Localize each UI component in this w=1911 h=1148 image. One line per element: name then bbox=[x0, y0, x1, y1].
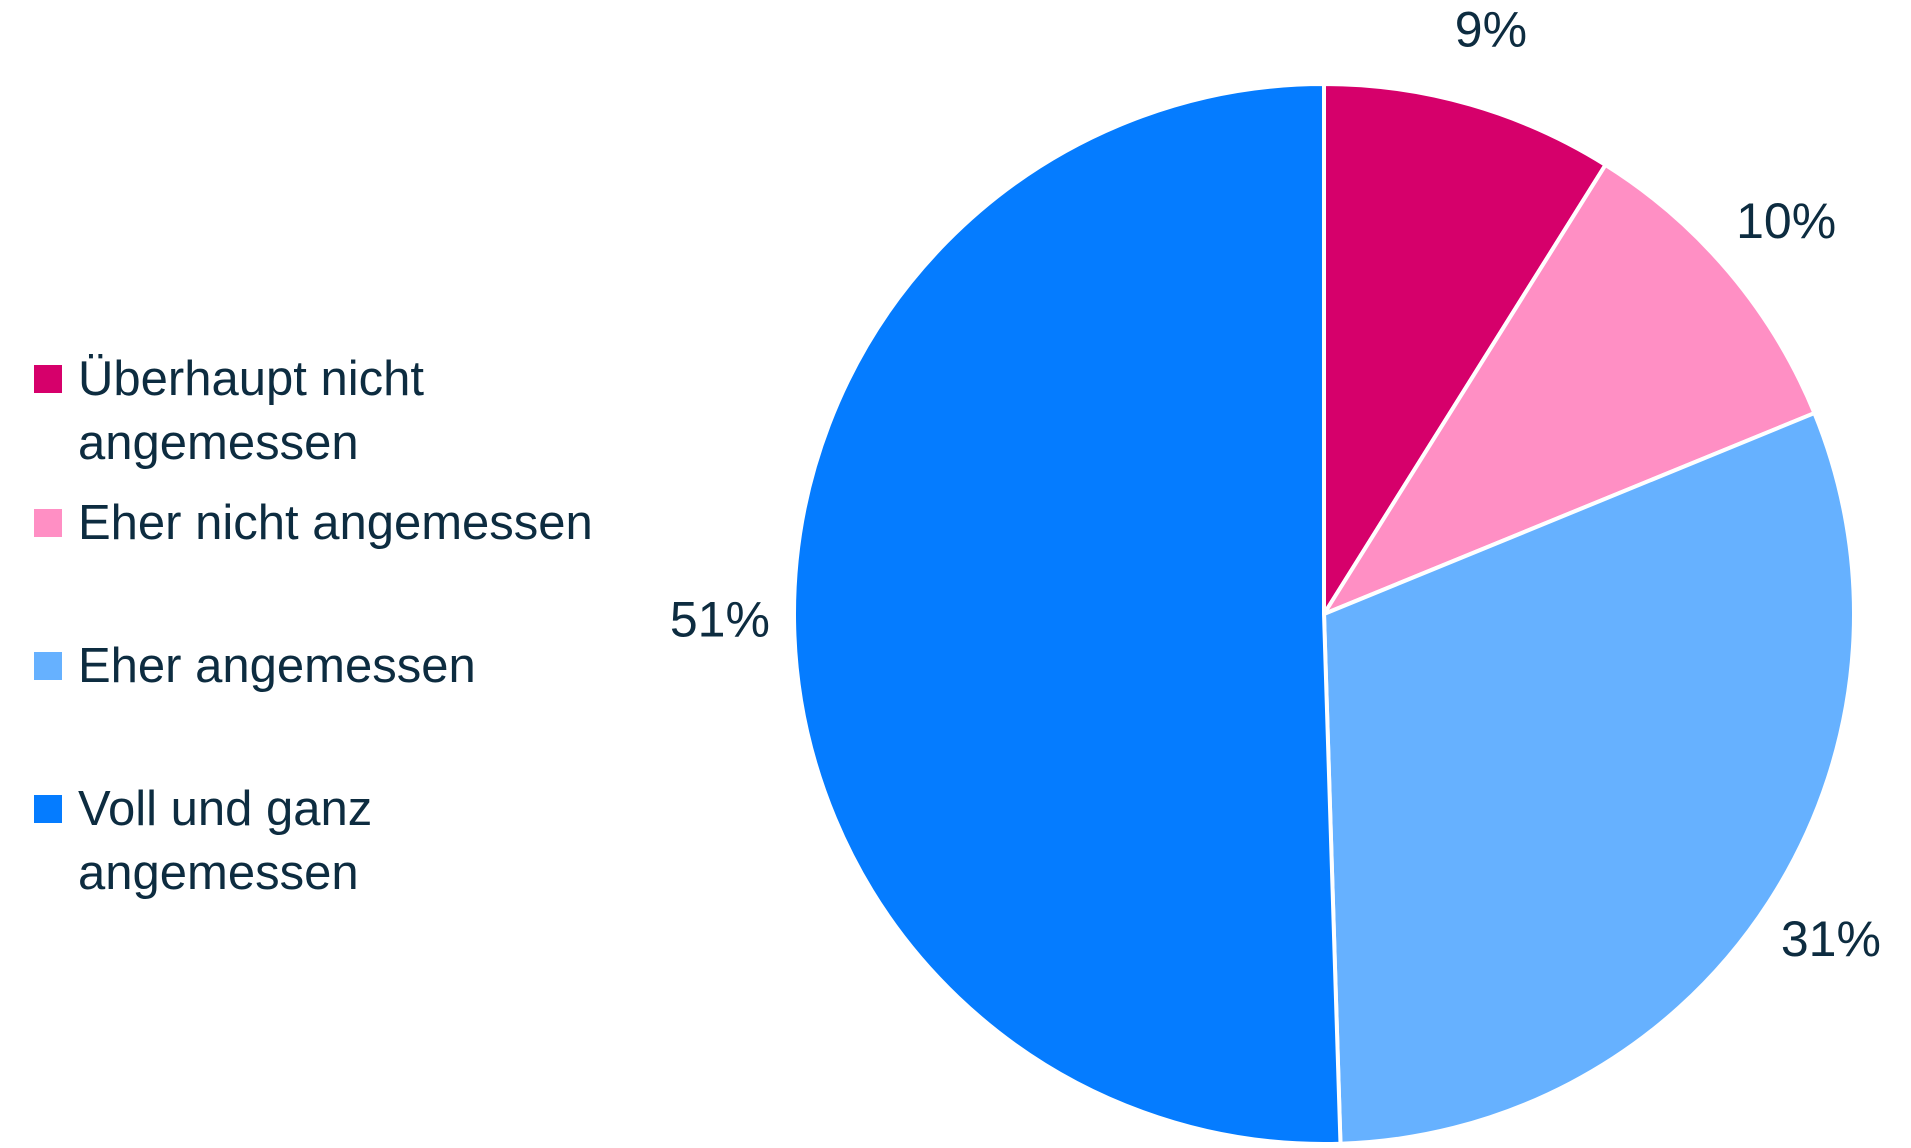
legend-label: Eher angemessen bbox=[78, 639, 476, 693]
pie-slice bbox=[1319, 162, 1818, 619]
pie-slice bbox=[1321, 410, 1856, 1146]
pie-slice bbox=[1322, 81, 1609, 621]
data-label: 31% bbox=[1781, 911, 1881, 967]
legend-label: Eher nicht angemessen bbox=[78, 496, 593, 550]
legend-swatch bbox=[34, 509, 62, 537]
data-label: 51% bbox=[670, 592, 770, 648]
pie-slice bbox=[791, 81, 1343, 1146]
legend-item: Überhaupt nicht angemessen bbox=[34, 347, 674, 475]
data-label: 10% bbox=[1736, 193, 1836, 249]
legend-item: Eher nicht angemessen bbox=[34, 491, 674, 555]
legend-swatch bbox=[34, 365, 62, 393]
legend-item: Eher angemessen bbox=[34, 634, 674, 698]
legend-label: Voll und ganz angemessen bbox=[78, 782, 373, 900]
legend-label: Überhaupt nicht angemessen bbox=[78, 352, 424, 470]
legend-swatch bbox=[34, 795, 62, 823]
data-label: 9% bbox=[1455, 2, 1527, 58]
legend-swatch bbox=[34, 652, 62, 680]
legend-item: Voll und ganz angemessen bbox=[34, 777, 674, 905]
